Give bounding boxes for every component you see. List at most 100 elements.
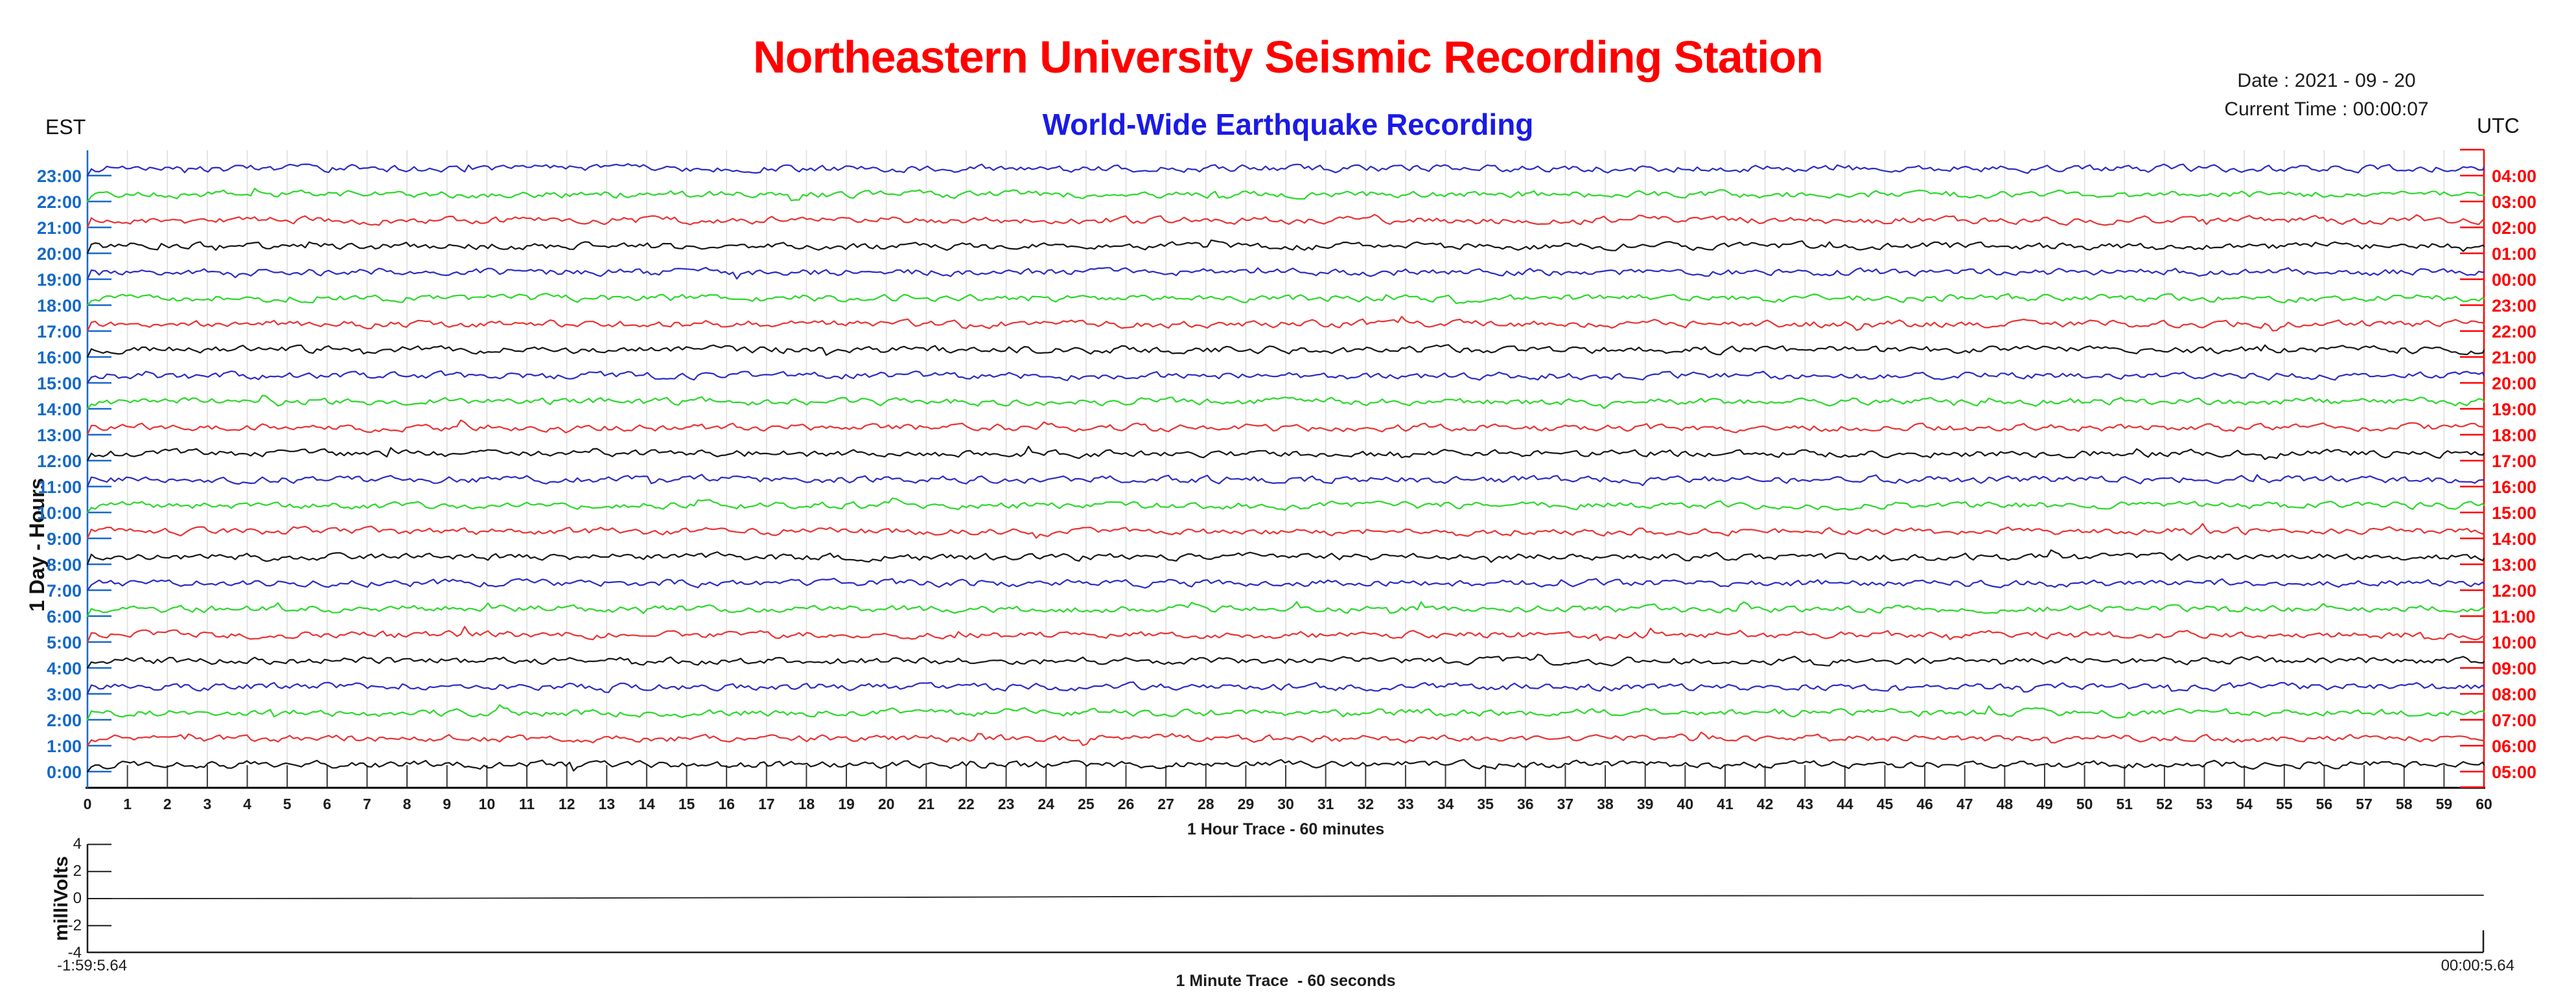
est-hour-label: 5:00 (46, 633, 82, 652)
minute-tick-label: 11 (518, 796, 535, 812)
utc-hour-label: 16:00 (2492, 477, 2537, 497)
page-title: Northeastern University Seismic Recordin… (753, 32, 1824, 82)
est-hour-label: 13:00 (36, 426, 82, 445)
page-subtitle: World-Wide Earthquake Recording (1042, 108, 1534, 141)
est-hour-label: 8:00 (46, 555, 82, 575)
trace-11-00 (86, 474, 2485, 488)
trace-17-00 (86, 316, 2485, 332)
utc-hour-label: 07:00 (2492, 711, 2537, 730)
utc-hour-label: 11:00 (2492, 607, 2536, 626)
minute-tick-label: 29 (1237, 796, 1255, 812)
minute-tick-label: 46 (1916, 796, 1933, 812)
minute-tick-label: 39 (1636, 796, 1654, 812)
utc-hour-label: 08:00 (2492, 685, 2537, 704)
minute-tick-label: 32 (1357, 796, 1375, 812)
minute-trace-caption: 1 Minute Trace - 60 seconds (1176, 972, 1396, 990)
minute-tick-label: 4 (243, 796, 251, 812)
trace-13-00 (86, 419, 2485, 436)
trace-4-00 (86, 653, 2485, 669)
datetime-block: Date : 2021 - 09 - 20 Current Time : 00:… (2190, 67, 2463, 124)
trace-10-00 (86, 497, 2485, 514)
trace-1-00 (86, 731, 2485, 747)
minute-tick-label: 14 (638, 796, 655, 812)
minute-tick-label: 23 (997, 796, 1015, 812)
est-hour-label: 11:00 (38, 477, 82, 497)
minute-tick-label: 25 (1078, 796, 1095, 812)
trace-22-00 (86, 187, 2485, 203)
minute-tick-label: 5 (283, 796, 292, 812)
est-hour-label: 4:00 (46, 659, 82, 678)
millivolt-tick-label: -2 (67, 916, 82, 934)
trace-9-00 (86, 523, 2485, 540)
est-timezone-label: EST (45, 115, 86, 139)
est-hour-label: 22:00 (36, 192, 82, 212)
utc-hour-label: 12:00 (2492, 581, 2537, 601)
utc-hour-label: 22:00 (2492, 322, 2537, 341)
minute-tick-label: 12 (558, 796, 575, 812)
est-hour-label: 21:00 (36, 218, 82, 238)
minute-tick-label: 30 (1277, 796, 1294, 812)
utc-hour-label: 21:00 (2492, 348, 2537, 367)
utc-hour-label: 20:00 (2492, 374, 2537, 393)
minute-tick-label: 54 (2236, 796, 2253, 812)
minute-tick-label: 1 (123, 796, 132, 812)
est-hour-label: 0:00 (46, 763, 82, 782)
minute-tick-label: 56 (2315, 796, 2333, 812)
minute-tick-label: 59 (2435, 796, 2453, 812)
trace-16-00 (86, 344, 2485, 358)
trace-15-00 (86, 370, 2485, 384)
minute-tick-label: 22 (958, 796, 975, 812)
utc-hour-label: 02:00 (2492, 218, 2537, 238)
trace-12-00 (86, 446, 2485, 462)
minute-tick-label: 2 (163, 796, 172, 812)
minute-tick-label: 43 (1796, 796, 1814, 812)
est-hour-label: 7:00 (46, 581, 82, 601)
est-hour-label: 19:00 (36, 270, 82, 290)
est-hour-label: 1:00 (46, 737, 82, 756)
minute-tick-label: 27 (1157, 796, 1174, 812)
minute-tick-label: 37 (1557, 796, 1574, 812)
current-time-label: Current Time : 00:00:07 (2224, 98, 2429, 120)
est-hour-label: 10:00 (36, 503, 82, 523)
minute-tick-label: 18 (798, 796, 815, 812)
trace-23-00 (86, 163, 2485, 177)
utc-hour-label: 06:00 (2492, 737, 2537, 756)
minute-tick-label: 19 (838, 796, 855, 812)
current-minute-trace (87, 894, 2484, 899)
utc-hour-label: 14:00 (2492, 529, 2537, 549)
minute-tick-label: 53 (2196, 796, 2213, 812)
minute-tick-label: 34 (1437, 796, 1454, 812)
est-hour-label: 18:00 (36, 296, 82, 316)
est-hour-label: 6:00 (46, 607, 82, 626)
minute-trace-start-time: -1:59:5.64 (57, 957, 128, 974)
est-hour-label: 15:00 (36, 374, 82, 393)
minute-tick-label: 21 (918, 796, 935, 812)
minute-tick-label: 52 (2156, 796, 2173, 812)
est-hour-label: 9:00 (46, 529, 82, 549)
minute-tick-label: 28 (1197, 796, 1214, 812)
minute-tick-label: 48 (1996, 796, 2013, 812)
utc-hour-label: 18:00 (2492, 426, 2537, 445)
trace-2-00 (86, 704, 2485, 721)
est-hour-label: 23:00 (36, 166, 82, 186)
minute-tick-label: 26 (1117, 796, 1135, 812)
trace-7-00 (86, 577, 2485, 591)
trace-8-00 (86, 549, 2485, 566)
minute-tick-label: 35 (1477, 796, 1494, 812)
minute-tick-label: 51 (2116, 796, 2133, 812)
est-hour-label: 14:00 (36, 400, 82, 419)
minute-tick-label: 58 (2395, 796, 2413, 812)
minute-tick-label: 49 (2036, 796, 2053, 812)
minute-tick-label: 47 (1956, 796, 1973, 812)
minute-tick-label: 24 (1038, 796, 1054, 812)
utc-timezone-label: UTC (2477, 114, 2520, 137)
minute-tick-label: 40 (1677, 796, 1694, 812)
utc-hour-label: 10:00 (2492, 633, 2537, 652)
minute-tick-label: 17 (758, 796, 775, 812)
utc-hour-label: 19:00 (2492, 400, 2537, 419)
minute-tick-label: 8 (402, 796, 412, 812)
minute-tick-label: 16 (718, 796, 735, 812)
minute-tick-label: 36 (1517, 796, 1534, 812)
